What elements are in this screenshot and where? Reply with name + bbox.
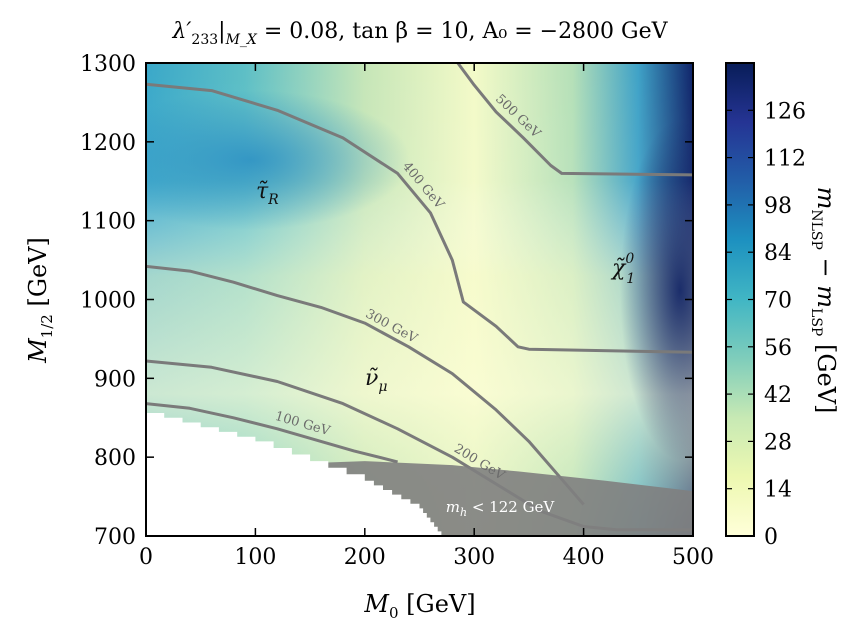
colorbar-tick-label: 56 (764, 336, 792, 361)
colorbar-tick-label: 0 (764, 525, 778, 550)
region-label-stau: τ̃R (256, 179, 279, 208)
neutralino-region-shade (620, 120, 693, 460)
colorbar-tick-label: 42 (764, 383, 792, 408)
x-tick-label: 400 (563, 545, 605, 570)
x-axis-ticks: 0 100 200 300 400 500 (139, 63, 714, 570)
colorbar-tick-label: 70 (764, 289, 792, 314)
y-tick-label: 900 (94, 367, 136, 392)
title-coupling: λ′ (171, 19, 191, 44)
region-label-sneutrino: ν̃μ (365, 366, 387, 395)
contour-line (146, 402, 398, 464)
y-tick-label: 700 (94, 525, 136, 550)
x-tick-label: 200 (344, 545, 386, 570)
x-axis-label: M0 [GeV] (363, 590, 475, 622)
colorbar-label: mNLSP − mLSP [GeV] (808, 187, 840, 414)
contour-line (146, 264, 585, 506)
title-coupling-sub: 233 (191, 32, 218, 48)
y-tick-label: 1300 (80, 52, 136, 77)
colorbar-tick-label: 126 (764, 99, 806, 124)
colorbar-tick-label: 28 (764, 430, 792, 455)
x-tick-label: 500 (672, 545, 714, 570)
no-data-region (146, 413, 442, 536)
x-tick-label: 300 (453, 545, 495, 570)
title-scale-sub: M_X (225, 32, 258, 48)
colorbar-ticks: 0 14 28 42 56 70 84 98 112 126 (726, 99, 806, 550)
y-tick-label: 800 (94, 446, 136, 471)
stau-region-shade (146, 90, 410, 230)
region-label-neutralino: χ̃0 1 (610, 251, 635, 287)
y-axis-ticks: 700 800 900 1000 1100 1200 1300 (80, 52, 693, 550)
colorbar-tick-label: 112 (764, 147, 806, 172)
y-tick-label: 1000 (80, 289, 136, 314)
colorbar-tick-label: 14 (764, 478, 792, 503)
contour-line (456, 63, 693, 177)
y-tick-label: 1200 (80, 131, 136, 156)
y-tick-label: 1100 (80, 210, 136, 235)
colorbar-tick-label: 84 (764, 241, 792, 266)
contour-line (146, 82, 693, 354)
title-scale: | (218, 19, 225, 44)
x-tick-label: 100 (234, 545, 276, 570)
title-rest: = 0.08, tan β = 10, A₀ = −2800 GeV (257, 19, 669, 44)
colorbar-tick-label: 98 (764, 194, 792, 219)
excluded-region-label: mh < 122 GeV (446, 498, 556, 519)
y-axis-label: M1/2 [GeV] (24, 237, 56, 364)
x-tick-label: 0 (139, 545, 153, 570)
chart-title: λ′233|M_X = 0.08, tan β = 10, A₀ = −2800… (171, 19, 668, 48)
